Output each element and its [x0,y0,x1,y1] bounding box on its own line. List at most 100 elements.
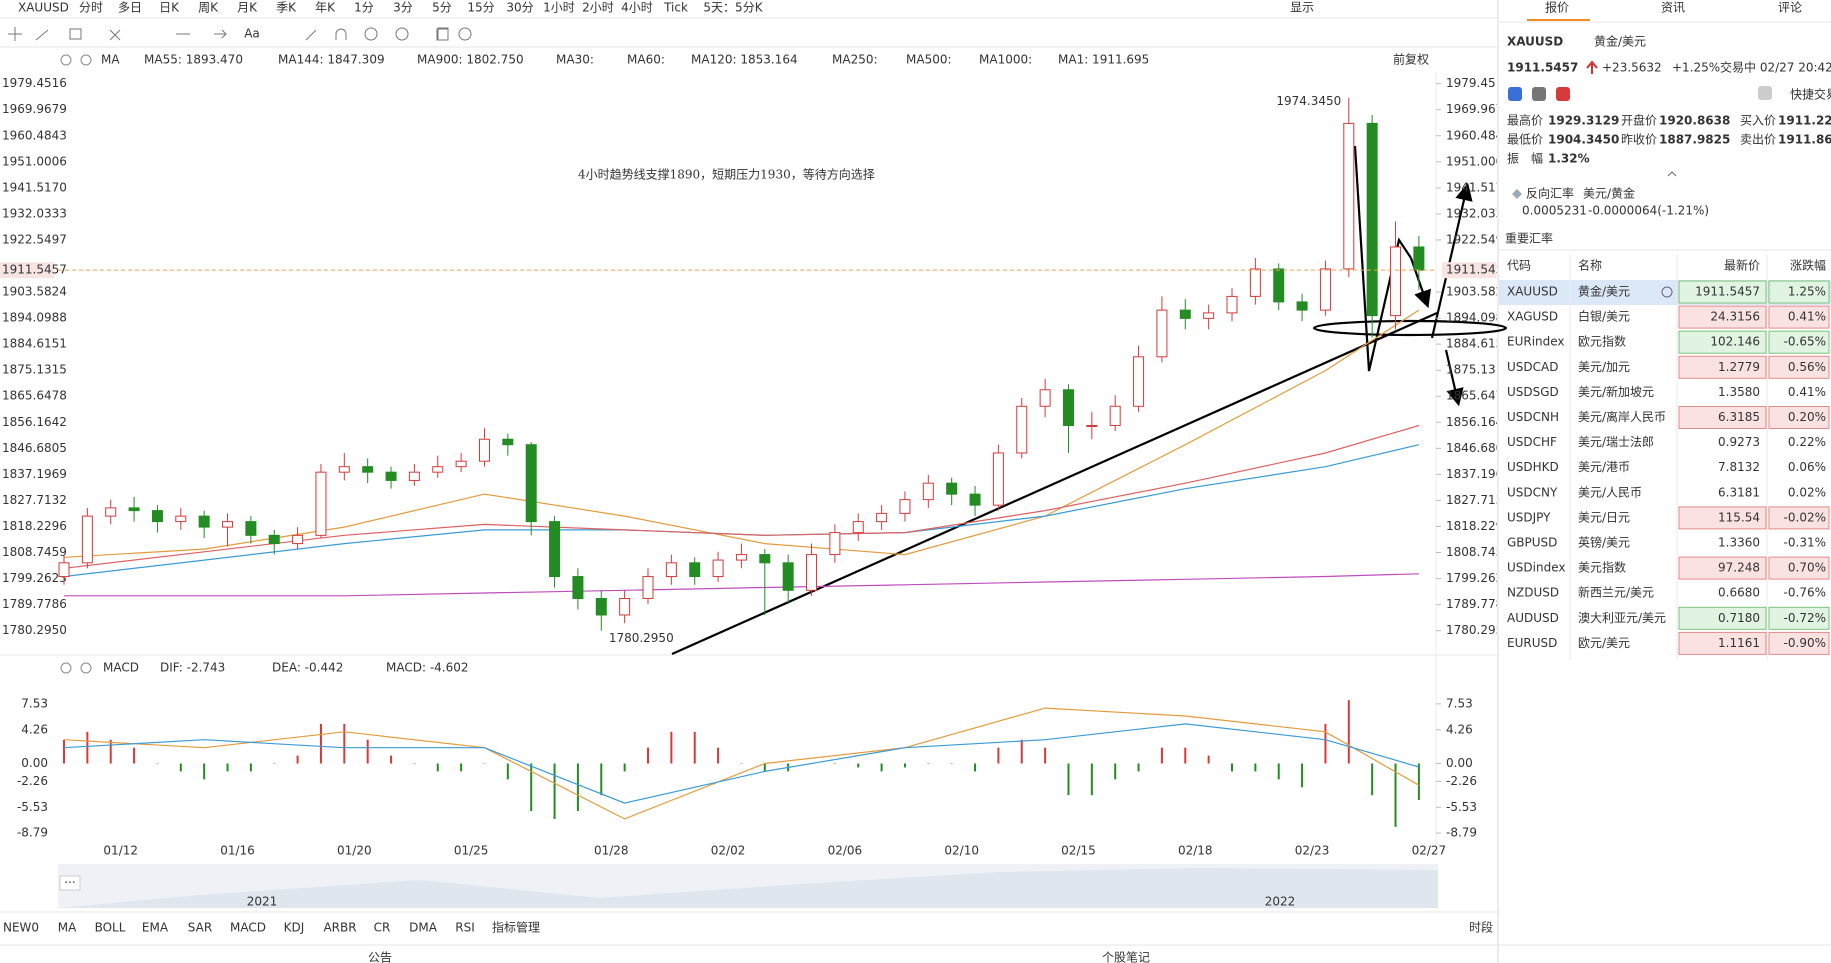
y-tick-label: 1846.6805 [1446,441,1511,455]
macd-legend: MACD: -4.602 [386,661,469,675]
row-price: 115.54 [1718,510,1760,524]
indicator-tab[interactable]: MACD [230,921,266,935]
font-tool[interactable]: Aa [244,27,260,41]
session-tab[interactable]: 时段 [1469,920,1493,935]
y-tick-label: 7.53 [21,696,48,710]
row-code[interactable]: AUDUSD [1507,611,1559,625]
candle-body [1366,122,1378,317]
candle-body [362,466,374,473]
indicator-tab[interactable]: SAR [188,921,212,935]
period-tab[interactable]: 周K [198,1,219,15]
row-code[interactable]: GBPUSD [1507,536,1557,550]
row-name[interactable]: 美元/港币 [1578,460,1630,474]
y-tick-label: 1808.7459 [2,545,67,559]
period-tab[interactable]: 1分 [354,1,374,15]
indicator-tab[interactable]: BOLL [95,921,126,935]
pct-box [1768,406,1830,429]
period-tab[interactable]: 年K [315,1,336,15]
row-name[interactable]: 美元/人民币 [1578,485,1642,499]
row-name[interactable]: 美元/日元 [1578,510,1630,524]
row-code[interactable]: XAUUSD [1507,285,1558,299]
row-name[interactable]: 美元/新加坡元 [1578,384,1654,399]
more-button[interactable] [59,875,81,891]
footer-tab[interactable]: 个股笔记 [1102,950,1150,963]
row-code[interactable]: USDCAD [1507,360,1558,374]
row-code[interactable]: EURUSD [1507,636,1557,650]
up-arrow [1586,60,1598,74]
period-tab[interactable]: 30分 [506,1,533,15]
indicator-tab[interactable]: MA [58,921,77,935]
quick-trade[interactable]: 快捷交易 [1790,87,1831,102]
row-name[interactable]: 新西兰元/美元 [1578,585,1654,600]
drawing-tools[interactable] [8,27,472,41]
y-tick-label: 1903.5824 [2,285,67,299]
stat-label: 最高价 [1507,113,1543,128]
range-select[interactable]: 5天：5分K [703,1,763,15]
year-label: 2022 [1265,895,1296,909]
price-box [1678,280,1767,304]
candle-body [1156,309,1168,358]
panel-tab[interactable]: 资讯 [1661,1,1685,15]
indicator-tab[interactable]: KDJ [284,921,305,935]
period-tab[interactable]: 季K [276,1,297,15]
symbol[interactable]: XAUUSD [18,1,69,15]
row-name[interactable]: 美元/加元 [1578,360,1630,374]
period-tab[interactable]: 日K [159,1,180,15]
indicator-tab[interactable]: NEW0 [3,921,39,935]
indicator-tab[interactable]: RSI [455,921,475,935]
row-code[interactable]: USDHKD [1507,460,1559,474]
macd-bar [366,739,369,764]
x-tick-label: 01/25 [454,844,489,858]
indicator-tab[interactable]: 指标管理 [492,920,540,935]
period-tab[interactable]: 2小时 [582,1,614,15]
row-name[interactable]: 美元指数 [1578,560,1626,575]
period-tab[interactable]: 多日 [118,1,142,15]
period-tab[interactable]: 15分 [467,1,494,15]
candle-body [105,507,117,517]
row-name[interactable]: 美元/瑞士法郎 [1578,435,1654,449]
row-code[interactable]: XAGUSD [1507,310,1558,324]
indicator-tab[interactable]: CR [374,921,391,935]
row-name[interactable]: 美元/离岸人民币 [1578,409,1666,424]
period-tab[interactable]: 分时 [79,1,103,15]
row-name[interactable]: 欧元/美元 [1578,636,1630,650]
row-code[interactable]: USDJPY [1507,510,1551,524]
row-code[interactable]: USDindex [1507,561,1565,575]
row-code[interactable]: EURindex [1507,335,1565,349]
row-name[interactable]: 澳大利亚元/美元 [1578,611,1666,625]
row-name[interactable]: 欧元指数 [1578,334,1626,349]
candle-body [1086,424,1098,427]
panel-tab[interactable]: 评论 [1778,1,1802,15]
macd-bar [740,763,743,764]
panel-icons[interactable] [1508,86,1772,101]
period-tab[interactable]: 1小时 [543,1,575,15]
section-title: 重要汇率 [1505,231,1553,246]
row-code[interactable]: USDCHF [1507,435,1557,449]
macd-bar [1371,763,1374,796]
footer-tab[interactable]: 公告 [368,951,392,963]
period-tab[interactable]: 5分 [432,1,452,15]
row-code[interactable]: USDCNH [1507,410,1559,424]
row-code[interactable]: USDSGD [1507,385,1559,399]
row-code[interactable]: USDCNY [1507,485,1558,499]
macd-bar [1020,739,1023,764]
row-name[interactable]: 英镑/美元 [1578,535,1630,550]
display-menu[interactable]: 显示 [1290,1,1314,15]
row-code[interactable]: NZDUSD [1507,586,1559,600]
stat-value: 1911.865 [1778,133,1831,147]
y-tick-label: 4.26 [1446,722,1473,736]
indicator-tab[interactable]: EMA [142,921,169,935]
row-name[interactable]: 白银/美元 [1578,309,1630,324]
period-tab[interactable]: Tick [663,1,688,15]
macd-bar [86,731,89,764]
period-tab[interactable]: 月K [237,1,258,15]
indicator-tab[interactable]: DMA [409,921,438,935]
indicator-tab[interactable]: ARBR [323,921,356,935]
period-tab[interactable]: 4小时 [621,1,653,15]
adjust-mode[interactable]: 前复权 [1393,52,1429,67]
panel-tab[interactable]: 报价 [1545,0,1569,15]
row-name[interactable]: 黄金/美元 [1578,284,1630,299]
macd-bar [413,763,416,764]
period-tab[interactable]: 3分 [393,1,413,15]
collapse-icon [1667,171,1677,177]
